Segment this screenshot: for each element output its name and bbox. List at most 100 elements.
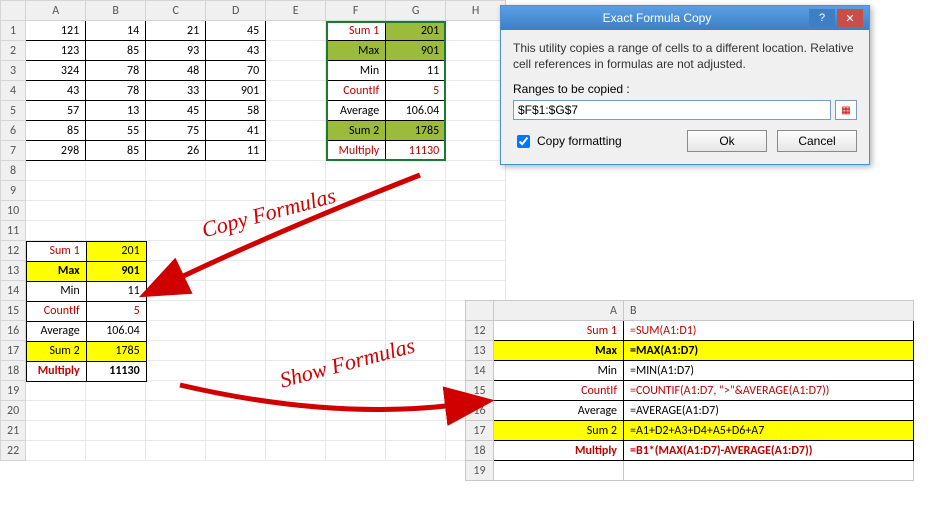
cell-D21[interactable] <box>206 421 266 441</box>
copy-formatting-option[interactable]: Copy formatting <box>513 132 677 151</box>
cell-D12[interactable] <box>206 241 266 261</box>
cell-C14[interactable] <box>146 281 206 301</box>
copy-label-3[interactable]: CountIf <box>26 301 86 321</box>
cell-C9[interactable] <box>146 181 206 201</box>
cell-D15[interactable] <box>206 301 266 321</box>
cell-D18[interactable] <box>206 361 266 381</box>
row-header-12[interactable]: 12 <box>1 241 26 261</box>
cell-C17[interactable] <box>146 341 206 361</box>
cell-A9[interactable] <box>26 181 86 201</box>
cell-C4[interactable]: 33 <box>146 81 206 101</box>
row-header-19[interactable]: 19 <box>1 381 26 401</box>
cell-C1[interactable]: 21 <box>146 21 206 41</box>
col-header-C[interactable]: C <box>146 1 206 21</box>
cell-E19[interactable] <box>266 381 326 401</box>
cell-H14[interactable] <box>446 281 506 301</box>
row-header-4[interactable]: 4 <box>1 81 26 101</box>
f-cell-A14[interactable]: Min <box>494 361 624 381</box>
cell-F13[interactable] <box>326 261 386 281</box>
f-cell-B12[interactable]: =SUM(A1:D1) <box>624 321 914 341</box>
cell-H8[interactable] <box>446 161 506 181</box>
cell-F1[interactable]: Sum 1 <box>326 21 386 41</box>
copy-value-4[interactable]: 106.04 <box>86 321 146 341</box>
cell-C20[interactable] <box>146 401 206 421</box>
row-header-13[interactable]: 13 <box>1 261 26 281</box>
cell-E11[interactable] <box>266 221 326 241</box>
cell-E18[interactable] <box>266 361 326 381</box>
row-header-1[interactable]: 1 <box>1 21 26 41</box>
cell-A6[interactable]: 85 <box>26 121 86 141</box>
f-cell-B16[interactable]: =AVERAGE(A1:D7) <box>624 401 914 421</box>
cell-H4[interactable] <box>446 81 506 101</box>
cell-H2[interactable] <box>446 41 506 61</box>
cell-A8[interactable] <box>26 161 86 181</box>
copy-value-2[interactable]: 11 <box>86 281 146 301</box>
cancel-button[interactable]: Cancel <box>777 130 857 152</box>
cell-G9[interactable] <box>386 181 446 201</box>
cell-G4[interactable]: 5 <box>386 81 446 101</box>
cell-D6[interactable]: 41 <box>206 121 266 141</box>
f-cell-B18[interactable]: =B1*(MAX(A1:D7)-AVERAGE(A1:D7)) <box>624 441 914 461</box>
copy-value-1[interactable]: 901 <box>86 261 146 281</box>
cell-A21[interactable] <box>26 421 86 441</box>
row-header-2[interactable]: 2 <box>1 41 26 61</box>
spreadsheet-main[interactable]: ABCDEFGH1121142145Sum 12012123859343Max9… <box>0 0 506 461</box>
cell-A5[interactable]: 57 <box>26 101 86 121</box>
f-row-14[interactable]: 14 <box>466 361 494 381</box>
cell-H9[interactable] <box>446 181 506 201</box>
col-header-B[interactable]: B <box>86 1 146 21</box>
cell-B21[interactable] <box>86 421 146 441</box>
f-cell-A12[interactable]: Sum 1 <box>494 321 624 341</box>
cell-F22[interactable] <box>326 441 386 461</box>
cell-C11[interactable] <box>146 221 206 241</box>
row-header-18[interactable]: 18 <box>1 361 26 381</box>
cell-E10[interactable] <box>266 201 326 221</box>
range-input[interactable] <box>513 100 831 120</box>
cell-C21[interactable] <box>146 421 206 441</box>
cell-F11[interactable] <box>326 221 386 241</box>
cell-E20[interactable] <box>266 401 326 421</box>
cell-H12[interactable] <box>446 241 506 261</box>
col-header-D[interactable]: D <box>206 1 266 21</box>
spreadsheet-copy-result[interactable]: Sum 1 201 Max 901 Min 11 CountIf 5 Avera… <box>26 241 147 382</box>
cell-C16[interactable] <box>146 321 206 341</box>
cell-E8[interactable] <box>266 161 326 181</box>
cell-E17[interactable] <box>266 341 326 361</box>
cell-F14[interactable] <box>326 281 386 301</box>
cell-C12[interactable] <box>146 241 206 261</box>
row-header-5[interactable]: 5 <box>1 101 26 121</box>
cell-G15[interactable] <box>386 301 446 321</box>
cell-G12[interactable] <box>386 241 446 261</box>
cell-G2[interactable]: 901 <box>386 41 446 61</box>
copy-label-6[interactable]: Multiply <box>26 361 86 381</box>
f-cell-A15[interactable]: CountIf <box>494 381 624 401</box>
cell-E4[interactable] <box>266 81 326 101</box>
cell-A20[interactable] <box>26 401 86 421</box>
copy-label-0[interactable]: Sum 1 <box>26 241 86 261</box>
cell-B4[interactable]: 78 <box>86 81 146 101</box>
cell-G3[interactable]: 11 <box>386 61 446 81</box>
f-row-18[interactable]: 18 <box>466 441 494 461</box>
copy-label-4[interactable]: Average <box>26 321 86 341</box>
cell-G21[interactable] <box>386 421 446 441</box>
cell-A22[interactable] <box>26 441 86 461</box>
cell-D4[interactable]: 901 <box>206 81 266 101</box>
f-col-B[interactable]: B <box>624 301 914 321</box>
cell-E21[interactable] <box>266 421 326 441</box>
f-row-16[interactable]: 16 <box>466 401 494 421</box>
cell-G8[interactable] <box>386 161 446 181</box>
dialog-titlebar[interactable]: Exact Formula Copy ? ✕ <box>501 6 869 30</box>
row-header-7[interactable]: 7 <box>1 141 26 161</box>
cell-D8[interactable] <box>206 161 266 181</box>
cell-E9[interactable] <box>266 181 326 201</box>
col-header-H[interactable]: H <box>446 1 506 21</box>
row-header-3[interactable]: 3 <box>1 61 26 81</box>
cell-C7[interactable]: 26 <box>146 141 206 161</box>
ok-button[interactable]: Ok <box>687 130 767 152</box>
copy-formatting-checkbox[interactable] <box>517 135 530 148</box>
cell-D7[interactable]: 11 <box>206 141 266 161</box>
cell-F5[interactable]: Average <box>326 101 386 121</box>
cell-E5[interactable] <box>266 101 326 121</box>
cell-G1[interactable]: 201 <box>386 21 446 41</box>
cell-F10[interactable] <box>326 201 386 221</box>
